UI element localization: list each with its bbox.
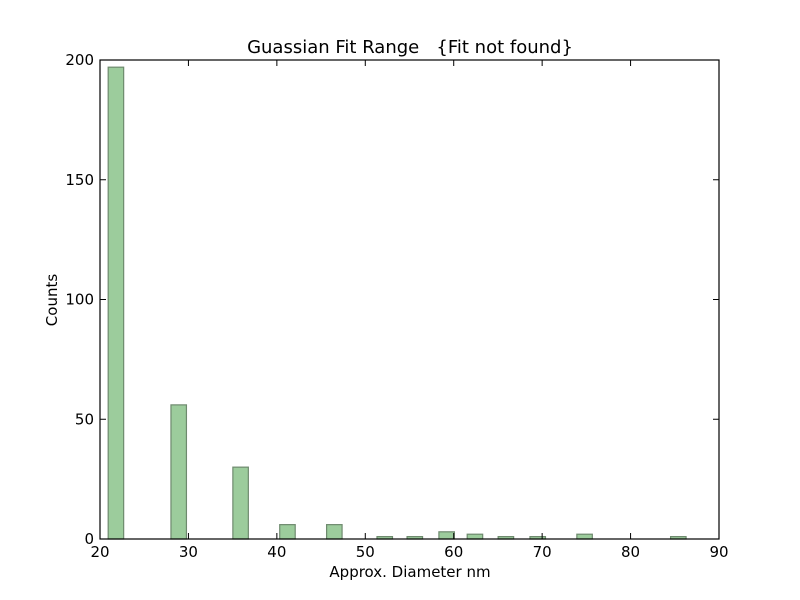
x-tick-label: 30 [179,543,198,561]
ticks-group: 20 30 40 50 60 70 80 90 0 50 100 150 200 [65,51,728,561]
histogram-bar [107,66,125,540]
y-tick-label: 100 [65,291,94,309]
y-tick-label: 0 [84,530,94,548]
x-tick-label: 80 [621,543,640,561]
x-tick-label: 50 [356,543,375,561]
y-tick-label: 50 [75,410,94,428]
x-tick-label: 70 [533,543,552,561]
x-tick-label: 40 [267,543,286,561]
histogram-bar [576,533,593,540]
chart-title: Guassian Fit Range {Fit not found} [247,37,573,58]
histogram-bar [325,524,343,540]
histogram-bar [279,524,296,540]
histogram-bar [466,533,484,540]
x-tick-label: 90 [709,543,728,561]
y-tick-label: 150 [65,171,94,189]
plot-frame [99,59,720,540]
x-tick-label: 60 [444,543,463,561]
histogram-bar [232,466,249,540]
x-axis-label: Approx. Diameter nm [329,563,490,581]
y-axis-label: Counts [43,274,61,327]
y-tick-label: 200 [65,51,94,69]
histogram-bar [170,404,188,540]
histogram-bar [438,531,455,540]
x-tick-label: 20 [90,543,109,561]
